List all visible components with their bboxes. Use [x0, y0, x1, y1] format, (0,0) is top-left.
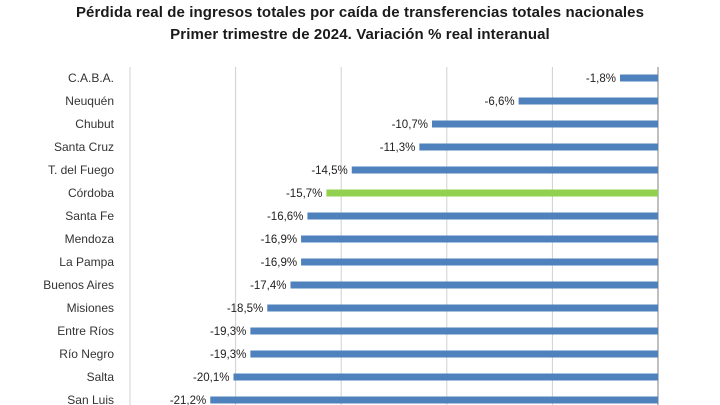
category-tick-label: Salta	[87, 370, 115, 384]
data-label: -21,2%	[170, 395, 206, 405]
chart-title: Pérdida real de ingresos totales por caí…	[75, 4, 645, 21]
bar	[351, 166, 658, 174]
bar	[301, 235, 658, 243]
data-label: -11,3%	[380, 142, 416, 154]
bar	[518, 97, 658, 105]
data-label: -16,9%	[261, 257, 297, 269]
data-label: -10,7%	[392, 119, 428, 131]
category-tick-label: Río Negro	[59, 347, 114, 361]
bar	[326, 189, 658, 197]
category-tick-label: Santa Cruz	[54, 140, 114, 154]
category-tick-label: Mendoza	[65, 232, 115, 246]
data-label: -17,4%	[250, 280, 286, 292]
bar	[250, 350, 658, 358]
bar	[432, 120, 658, 128]
category-tick-label: Córdoba	[68, 186, 114, 200]
data-label: -16,9%	[261, 234, 297, 246]
category-tick-label: Santa Fe	[65, 209, 114, 223]
bar	[210, 396, 659, 404]
category-tick-label: Buenos Aires	[43, 278, 114, 292]
category-tick-label: C.A.B.A.	[68, 71, 114, 85]
category-tick-label: Chubut	[75, 117, 114, 131]
bar	[250, 327, 658, 335]
category-tick-label: Entre Ríos	[57, 324, 114, 338]
data-label: -6,6%	[485, 96, 515, 108]
bar	[619, 74, 658, 82]
category-tick-label: Misiones	[67, 301, 114, 315]
category-tick-label: La Pampa	[59, 255, 114, 269]
bar	[307, 212, 658, 220]
bar	[419, 143, 658, 151]
data-label: -16,6%	[267, 211, 303, 223]
category-tick-label: T. del Fuego	[48, 163, 114, 177]
data-label: -1,8%	[586, 73, 616, 85]
data-label: -15,7%	[286, 188, 322, 200]
category-tick-label: San Luis	[67, 393, 114, 405]
data-label: -20,1%	[193, 372, 229, 384]
bar	[233, 373, 658, 381]
bar	[301, 258, 658, 266]
bar	[267, 304, 658, 312]
data-label: -19,3%	[210, 349, 246, 361]
bar	[290, 281, 658, 289]
data-label: -18,5%	[227, 303, 263, 315]
chart-subtitle: Primer trimestre de 2024. Variación % re…	[170, 26, 550, 43]
category-tick-label: Neuquén	[65, 94, 114, 108]
data-label: -19,3%	[210, 326, 246, 338]
data-label: -14,5%	[311, 165, 347, 177]
